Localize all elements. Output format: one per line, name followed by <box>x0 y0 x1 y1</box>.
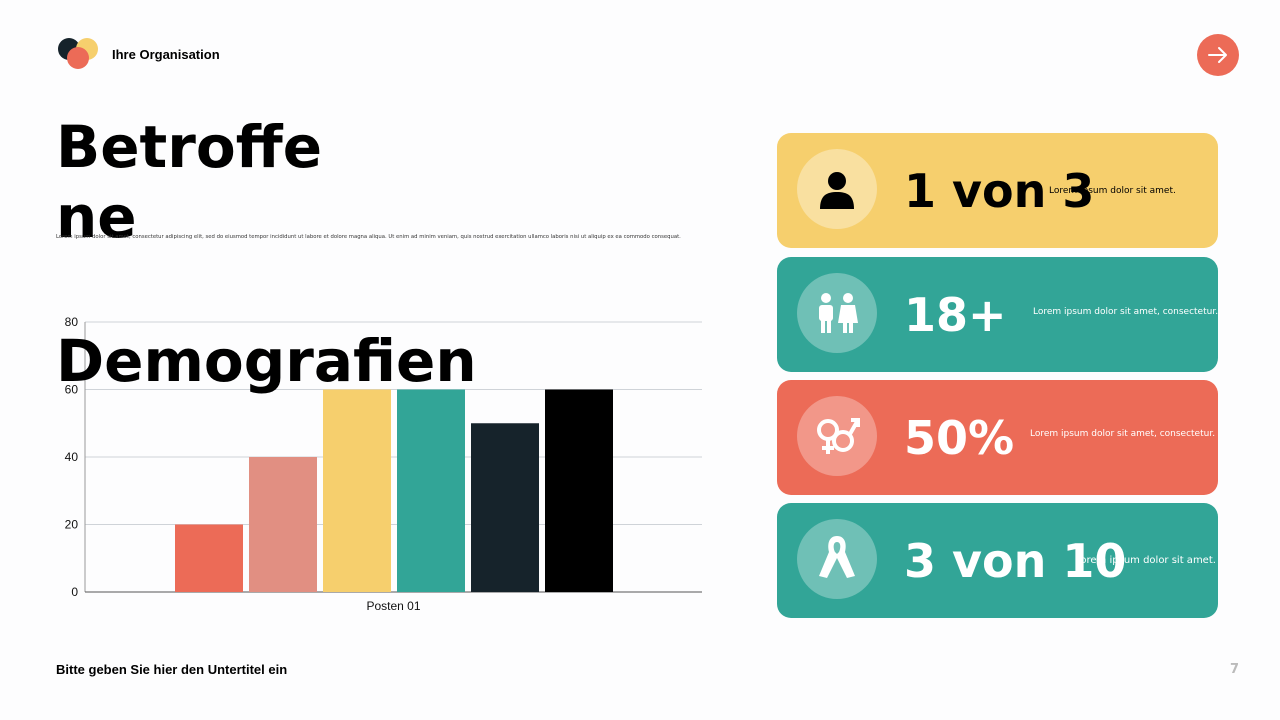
stat-text: Lorem ipsum dolor sit amet. <box>1049 186 1176 196</box>
subtitle: Bitte geben Sie hier den Untertitel ein <box>56 662 288 677</box>
stat-value: 18+ <box>904 288 1007 342</box>
bar <box>249 457 317 592</box>
header: Ihre Organisation <box>56 38 220 70</box>
stat-text: Lorem ipsum dolor sit amet. <box>1075 555 1216 566</box>
y-tick-label: 40 <box>65 450 79 464</box>
stat-value: 50% <box>904 411 1015 465</box>
bar <box>471 423 539 592</box>
people-icon <box>797 273 877 353</box>
ribbon-icon <box>797 519 877 599</box>
bar <box>397 389 465 592</box>
stat-card-4: 3 von 10 Lorem ipsum dolor sit amet. <box>777 503 1218 618</box>
y-tick-label: 80 <box>65 315 79 329</box>
logo-icon <box>56 38 100 70</box>
next-button[interactable] <box>1197 34 1239 76</box>
stat-value: 1 von 3 <box>904 164 1095 218</box>
stat-card-1: 1 von 3 Lorem ipsum dolor sit amet. <box>777 133 1218 248</box>
y-tick-label: 20 <box>65 518 79 532</box>
y-tick-label: 0 <box>71 585 78 599</box>
page-title-line1: Betroffene <box>56 113 323 251</box>
gender-icon <box>797 396 877 476</box>
stat-text: Lorem ipsum dolor sit amet, consectetur. <box>1033 307 1219 317</box>
stat-card-2: 18+ Lorem ipsum dolor sit amet, consecte… <box>777 257 1218 372</box>
bar <box>323 389 391 592</box>
bar <box>175 524 243 592</box>
stat-value: 3 von 10 <box>904 534 1127 588</box>
bar <box>545 389 613 592</box>
person-icon <box>797 149 877 229</box>
y-tick-label: 60 <box>65 383 79 397</box>
x-tick-label: Posten 01 <box>366 599 420 613</box>
stat-text: Lorem ipsum dolor sit amet, consectetur. <box>1030 429 1216 439</box>
arrow-right-icon <box>1208 47 1227 63</box>
page-title-line2: Demografien <box>56 327 477 395</box>
stat-card-3: 50% Lorem ipsum dolor sit amet, consecte… <box>777 380 1218 495</box>
org-name: Ihre Organisation <box>112 46 220 62</box>
body-text: Lorem ipsum dolor sit amet, consectetur … <box>56 234 681 240</box>
page-number: 7 <box>1230 662 1240 677</box>
